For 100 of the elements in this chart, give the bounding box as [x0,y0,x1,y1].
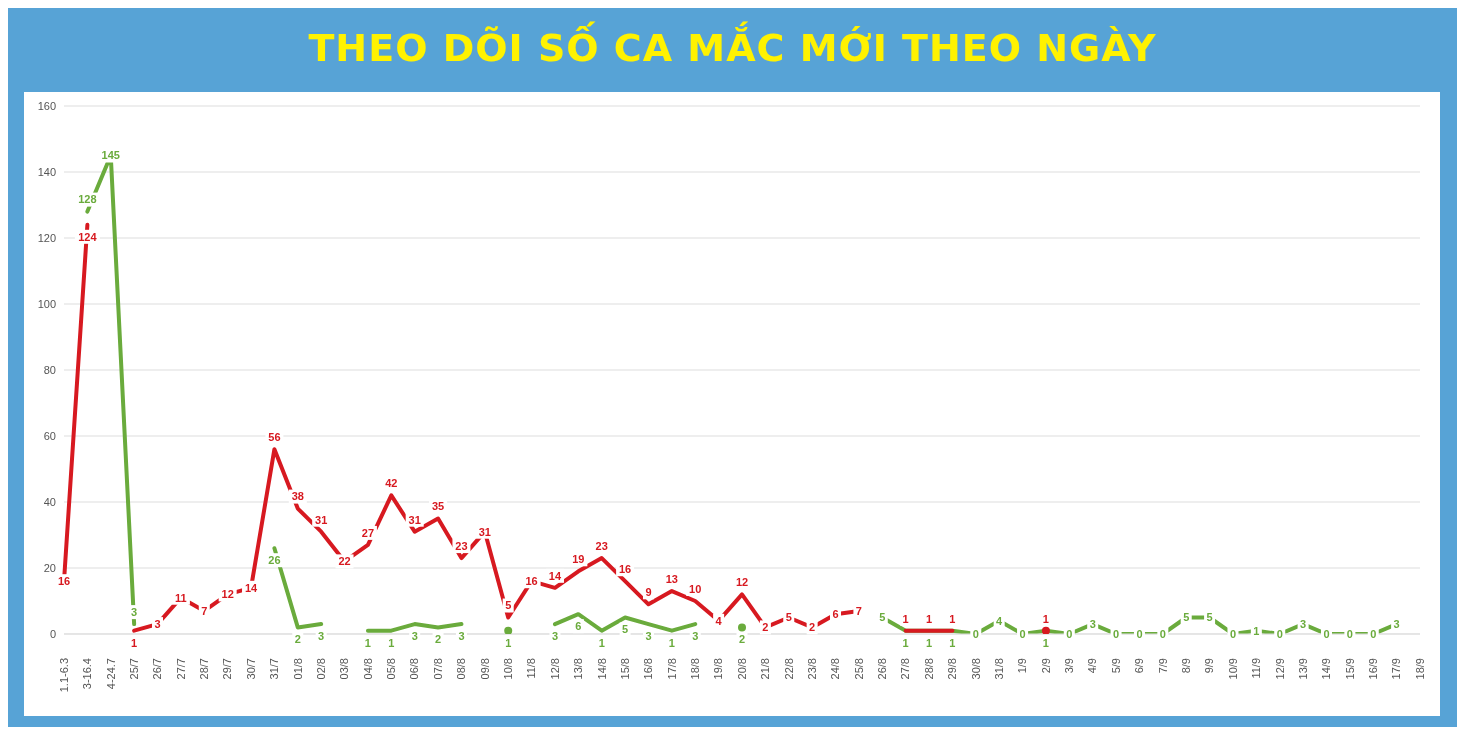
x-tick-label: 06/8 [408,658,421,680]
data-label: 4 [715,614,723,627]
data-label: 0 [1346,627,1353,640]
data-label: 7 [855,604,862,617]
data-label: 128 [78,193,97,206]
data-label: 1 [668,636,675,649]
chart-title: THEO DÕI SỐ CA MẮC MỚI THEO NGÀY [307,20,1158,72]
x-tick-label: 8/9 [1180,658,1193,674]
x-tick-label: 3/9 [1063,658,1076,674]
data-label: 12 [221,588,234,601]
data-label: 13 [665,572,678,585]
x-tick-label: 17/9 [1390,658,1403,680]
x-tick-label: 29/7 [221,658,234,680]
x-tick-label: 22/8 [782,658,795,680]
data-label: 1 [1253,624,1260,637]
x-tick-label: 17/8 [665,658,678,680]
y-tick-label: 100 [37,297,56,310]
data-label: 6 [832,608,839,621]
data-label: 2 [762,621,769,634]
y-tick-label: 160 [37,99,56,112]
data-label: 124 [78,230,98,243]
x-tick-label: 28/7 [198,658,211,680]
data-label: 3 [154,617,161,630]
x-tick-label: 04/8 [361,658,374,680]
x-tick-label: 07/8 [431,658,444,680]
x-tick-label: 3-16.4 [81,658,94,690]
data-label: 9 [645,586,652,599]
x-tick-label: 14/9 [1320,658,1333,680]
x-tick-label: 11/9 [1250,658,1263,679]
x-tick-label: 7/9 [1156,658,1169,674]
data-label: 23 [595,539,608,552]
data-label: 0 [1229,627,1237,640]
y-tick-label: 120 [37,231,56,244]
data-label: 3 [411,629,418,642]
data-label: 26 [268,554,281,567]
data-label: 0 [1159,627,1166,640]
x-tick-label: 4/9 [1086,658,1099,674]
data-label: 31 [478,525,491,538]
data-label: 0 [1019,627,1026,640]
data-label: 11 [175,591,187,604]
x-tick-label: 31/8 [992,658,1005,680]
data-label: 0 [972,627,979,640]
data-label: 14 [548,569,562,582]
data-label: 10 [689,582,702,595]
x-tick-label: 15/9 [1343,658,1356,680]
data-label: 16 [618,563,632,576]
x-tick-label: 9/9 [1203,658,1216,674]
data-label: 3 [131,605,138,618]
data-label: 2 [294,633,301,646]
x-tick-label: 1.1-6.3 [57,658,70,693]
y-tick-label: 0 [49,627,56,640]
x-tick-label: 21/8 [759,658,772,680]
x-tick-label: 23/8 [805,658,818,680]
data-label: 38 [291,490,304,503]
data-label: 2 [738,633,746,646]
x-tick-label: 16/8 [642,658,655,680]
data-label: 1 [902,636,909,649]
x-tick-label: 11/8 [525,658,538,679]
x-tick-label: 08/8 [455,658,468,680]
data-label: 1 [364,636,371,649]
x-tick-label: 6/9 [1133,658,1146,674]
data-label: 5 [622,623,629,636]
x-tick-label: 01/8 [291,658,304,680]
data-label: 0 [1276,627,1283,640]
y-tick-label: 60 [43,429,56,442]
x-tick-label: 10/8 [502,658,515,680]
data-label: 3 [551,629,559,642]
x-tick-label: 28/8 [922,658,935,680]
x-tick-label: 13/9 [1296,658,1309,680]
data-label: 5 [785,611,792,624]
x-tick-label: 19/8 [712,658,725,680]
data-label: 2 [809,621,816,634]
data-label: 3 [692,629,699,642]
y-tick-label: 140 [37,165,56,178]
data-label: 31 [408,513,421,526]
data-label: 42 [385,477,398,490]
data-label: 3 [458,629,465,642]
data-label: 5 [879,611,886,624]
data-label: 1 [388,636,395,649]
data-label: 3 [1393,617,1400,630]
data-label: 1 [925,612,933,625]
data-label: 5 [505,599,512,612]
data-label: 23 [455,539,468,552]
data-label: 3 [1089,617,1096,630]
x-tick-label: 26/8 [876,658,889,680]
data-label: 31 [315,513,328,526]
data-label: 56 [268,431,281,444]
x-tick-label: 05/8 [385,658,398,680]
data-label: 3 [645,629,652,642]
x-tick-label: 30/7 [244,658,257,680]
data-label: 1 [1042,636,1049,649]
x-tick-label: 16/9 [1367,658,1380,680]
data-label: 1 [131,636,138,649]
data-label: 1 [505,636,512,649]
data-label: 0 [1323,627,1330,640]
x-tick-label: 25/8 [852,658,865,680]
data-label: 27 [361,526,375,539]
data-label: 1 [949,636,956,649]
x-tick-label: 10/9 [1226,658,1239,680]
x-tick-label: 27/8 [899,658,912,680]
